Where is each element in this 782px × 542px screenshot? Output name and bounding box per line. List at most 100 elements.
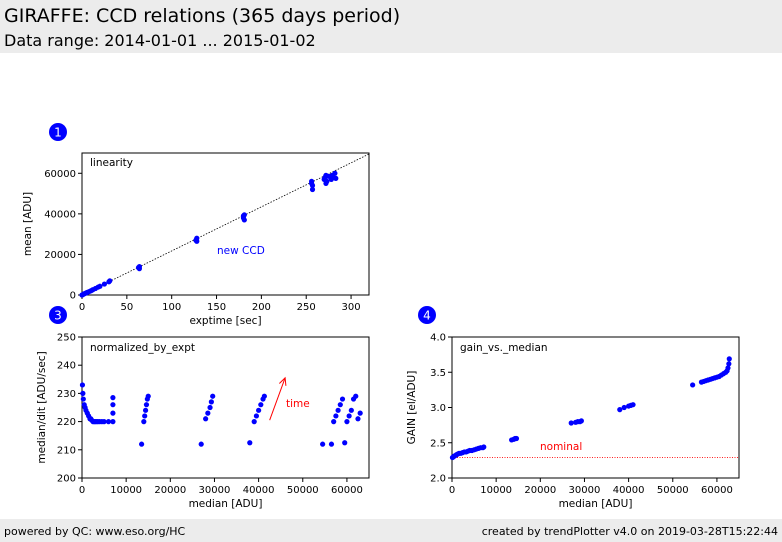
header-bar: GIRAFFE: CCD relations (365 days period)…: [0, 0, 782, 53]
y-axis-label: median/dit [ADU/sec]: [36, 351, 48, 463]
panel-number-label: 4: [423, 309, 431, 323]
chart-panel-3: 3 0 10000 20000 30000 40000 50000 60000 200 210 22…: [36, 306, 370, 510]
data-point: [247, 440, 253, 446]
time-arrow-head: [279, 376, 287, 386]
x-tick-label: 10000: [480, 485, 512, 496]
panel-number-label: 1: [54, 126, 62, 140]
data-point: [101, 419, 107, 425]
panel-number-label: 3: [54, 309, 62, 323]
x-tick-label: 10000: [110, 485, 142, 496]
axes-frame: [81, 152, 370, 296]
y-tick-label: 0: [70, 291, 76, 302]
data-point: [145, 393, 151, 399]
data-point: [690, 382, 696, 388]
y-axis-label: mean [ADU]: [22, 192, 34, 256]
page-subtitle: Data range: 2014-01-01 ... 2015-01-02: [4, 31, 316, 50]
footer-created-by: created by trendPlotter v4.0 on 2019-03-…: [481, 525, 778, 538]
data-point: [198, 441, 204, 447]
data-point: [339, 396, 346, 402]
data-point: [251, 419, 257, 425]
data-point: [726, 361, 732, 367]
y-tick-label: 20000: [44, 250, 76, 261]
x-tick-label: 150: [207, 302, 226, 313]
data-point: [346, 413, 352, 419]
data-point: [258, 402, 264, 408]
y-tick-label: 2.5: [430, 438, 446, 449]
data-point: [333, 413, 339, 419]
data-point: [107, 278, 113, 284]
data-point: [578, 418, 584, 424]
y-tick-label: 3.5: [430, 368, 446, 379]
footer-bar: powered by QC: www.eso.org/HC created by…: [0, 519, 782, 542]
data-point: [105, 419, 112, 425]
data-point: [309, 186, 316, 193]
new-ccd-annotation: new CCD: [217, 245, 265, 257]
panel-number-badge: [49, 306, 67, 324]
data-point: [355, 416, 361, 422]
data-point: [203, 416, 209, 422]
data-point: [141, 419, 147, 425]
x-axis-label: median [ADU]: [559, 498, 633, 510]
data-point: [357, 410, 363, 416]
y-tick-label: 3.0: [430, 403, 446, 414]
data-point: [331, 419, 337, 425]
data-point: [309, 182, 316, 189]
data-point: [344, 419, 350, 425]
data-point: [328, 441, 335, 447]
x-tick-label: 40000: [243, 485, 275, 496]
data-point: [205, 410, 211, 416]
y-tick-label: 240: [57, 361, 76, 372]
data-point: [139, 441, 145, 447]
x-tick-label: 50000: [657, 485, 689, 496]
page-title: GIRAFFE: CCD relations (365 days period): [4, 5, 401, 27]
data-point: [207, 404, 213, 411]
chart-panel-4: 4 0 10000 20000 30000 40000 50000 60000 2.0 2.5 3.…: [406, 306, 740, 510]
x-tick-label: 50000: [287, 485, 319, 496]
data-point: [256, 407, 262, 413]
x-axis-label: median [ADU]: [189, 498, 263, 510]
y-tick-label: 40000: [44, 209, 76, 220]
data-point: [335, 407, 341, 413]
y-axis-label: GAIN [el/ADU]: [406, 371, 418, 445]
panel-title: linearity: [90, 157, 133, 169]
x-tick-label: 250: [297, 302, 316, 313]
x-axis-label: exptime [sec]: [189, 315, 261, 327]
data-point: [342, 440, 348, 446]
data-point: [332, 170, 338, 176]
time-annotation: time: [286, 398, 310, 410]
data-point: [481, 444, 487, 450]
panel-number-badge: [49, 123, 67, 141]
data-point: [194, 238, 200, 244]
data-point: [725, 365, 731, 371]
x-tick-label: 60000: [701, 485, 733, 496]
x-tick-label: 40000: [613, 485, 645, 496]
data-point: [324, 178, 330, 184]
y-tick-label: 230: [57, 389, 76, 400]
y-tick-label: 2.0: [430, 474, 446, 485]
linear-fit-line: [81, 153, 370, 296]
data-point: [142, 413, 148, 419]
data-point: [80, 396, 86, 402]
panel-title: gain_vs._median: [460, 342, 548, 354]
y-tick-label: 210: [57, 445, 76, 456]
x-tick-label: 20000: [524, 485, 556, 496]
data-point: [97, 283, 103, 289]
data-point: [320, 441, 326, 447]
data-point: [110, 402, 116, 408]
x-tick-label: 30000: [199, 485, 231, 496]
data-point: [630, 402, 636, 408]
data-point: [110, 395, 116, 401]
data-point: [353, 393, 359, 399]
data-point: [726, 356, 732, 362]
nominal-annotation: nominal: [540, 441, 582, 453]
panel-title: normalized_by_expt: [90, 342, 195, 354]
data-point: [241, 212, 247, 218]
x-tick-label: 100: [162, 302, 181, 313]
data-point: [210, 393, 216, 399]
x-tick-label: 300: [342, 302, 361, 313]
x-tick-label: 0: [449, 485, 455, 496]
y-tick-label: 4.0: [430, 333, 446, 344]
chart-panel-1: 1 0 50 100 150 200 250 300 0 20000 40000 60000 expti…: [22, 123, 370, 327]
data-point: [110, 419, 116, 425]
